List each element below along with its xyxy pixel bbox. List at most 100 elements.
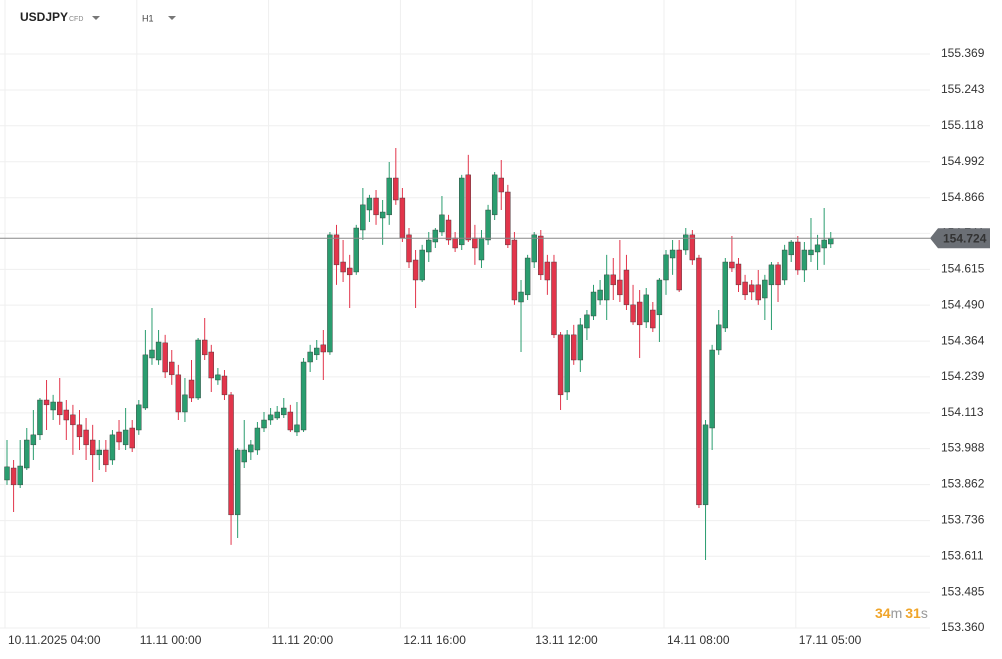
candle-body xyxy=(155,341,162,361)
candle-body xyxy=(17,465,23,486)
axes: 153.360 153.485 153.611 153.736 153.862 153.9… xyxy=(0,46,990,647)
timeframe[interactable]: H1 xyxy=(142,13,154,23)
candle-body xyxy=(669,249,676,259)
candle-body xyxy=(452,237,458,249)
candle-body xyxy=(505,191,511,246)
countdown-minutes: 34 xyxy=(875,605,891,621)
x-tick-label: 12.11 16:00 xyxy=(403,633,466,647)
x-tick-label: 14.11 08:00 xyxy=(667,633,730,647)
candle-body xyxy=(201,339,208,356)
x-tick-label: 11.11 20:00 xyxy=(272,633,334,647)
candle-body xyxy=(808,249,814,256)
candle-body xyxy=(281,407,287,416)
candle-body xyxy=(564,334,570,393)
candle-body xyxy=(689,234,696,261)
candle-body xyxy=(360,204,366,231)
candle-body xyxy=(406,234,412,263)
candle-body xyxy=(221,375,228,396)
candle-body xyxy=(551,261,557,336)
grid xyxy=(0,0,930,629)
candle-body xyxy=(617,279,623,296)
candle-body xyxy=(735,263,742,286)
y-tick-label: 154.866 xyxy=(941,190,985,204)
candle-body xyxy=(366,197,373,211)
candle-body xyxy=(274,411,280,419)
candle-body xyxy=(149,349,155,359)
candle-body xyxy=(775,264,781,286)
candle-body xyxy=(788,241,794,256)
candle-body xyxy=(459,177,465,246)
symbol[interactable]: USDJPY xyxy=(20,10,68,24)
x-tick-label: 11.11 00:00 xyxy=(140,633,202,647)
candle-body xyxy=(511,239,518,301)
y-tick-label: 154.992 xyxy=(941,154,985,168)
candle-body xyxy=(287,411,294,431)
candle-body xyxy=(584,314,590,329)
instrument-type: CFD xyxy=(69,16,83,23)
candle-body xyxy=(109,434,116,461)
countdown: 34m 31s xyxy=(875,605,928,621)
y-tick-label: 153.862 xyxy=(941,477,985,491)
candle-body xyxy=(76,424,83,438)
y-tick-label: 153.485 xyxy=(941,584,985,598)
candle-body xyxy=(709,349,715,429)
candle-body xyxy=(320,344,327,353)
candle-body xyxy=(650,309,656,329)
y-tick-label: 153.611 xyxy=(941,548,984,562)
candle-body xyxy=(57,401,63,416)
toolbar: USDJPY CFD H1 xyxy=(20,10,176,24)
candle-body xyxy=(248,444,254,453)
y-tick-label: 155.243 xyxy=(941,82,985,96)
x-tick-label: 13.11 12:00 xyxy=(535,633,598,647)
candle-body xyxy=(195,339,201,399)
candle-body xyxy=(742,281,748,296)
candle-body xyxy=(518,291,524,303)
candle-body xyxy=(485,209,491,241)
candle-body xyxy=(142,354,149,409)
candle-body xyxy=(603,274,610,301)
timeframe-dropdown[interactable] xyxy=(168,16,176,20)
candle-body xyxy=(439,214,445,233)
candle-body xyxy=(663,254,669,281)
candles xyxy=(4,148,834,560)
candle-body xyxy=(531,234,537,263)
candle-body xyxy=(103,449,109,466)
candle-body xyxy=(24,439,30,469)
candle-body xyxy=(630,304,636,323)
candle-body xyxy=(524,257,531,296)
candle-body xyxy=(393,177,399,201)
current-price-tag xyxy=(930,228,990,249)
candle-body xyxy=(254,427,261,451)
y-tick-label: 154.490 xyxy=(941,297,985,311)
countdown-unit: m xyxy=(891,605,903,621)
candle-body xyxy=(748,284,755,293)
y-tick-label: 154.113 xyxy=(941,405,984,419)
candle-body xyxy=(4,466,10,481)
candle-body xyxy=(544,261,551,281)
candle-body xyxy=(208,351,214,379)
candle-body xyxy=(498,177,504,193)
candle-body xyxy=(346,267,353,276)
candle-body xyxy=(136,404,142,431)
candle-body xyxy=(182,394,188,413)
candle-body xyxy=(795,241,801,271)
candle-body xyxy=(801,249,808,271)
candle-body xyxy=(432,229,439,243)
candle-body xyxy=(623,269,630,306)
candle-body xyxy=(373,197,379,216)
candle-body xyxy=(702,424,709,506)
candle-body xyxy=(610,274,616,286)
candle-body xyxy=(828,238,834,245)
candle-body xyxy=(636,301,643,326)
symbol-dropdown[interactable] xyxy=(92,16,100,20)
candle-body xyxy=(83,429,89,446)
y-tick-label: 153.736 xyxy=(941,513,985,527)
candle-body xyxy=(716,324,722,351)
candle-body xyxy=(327,234,333,353)
countdown-unit: s xyxy=(921,605,928,621)
candle-body xyxy=(122,429,129,446)
candle-body xyxy=(412,259,419,281)
candle-body xyxy=(96,449,102,456)
candle-body xyxy=(696,257,702,506)
